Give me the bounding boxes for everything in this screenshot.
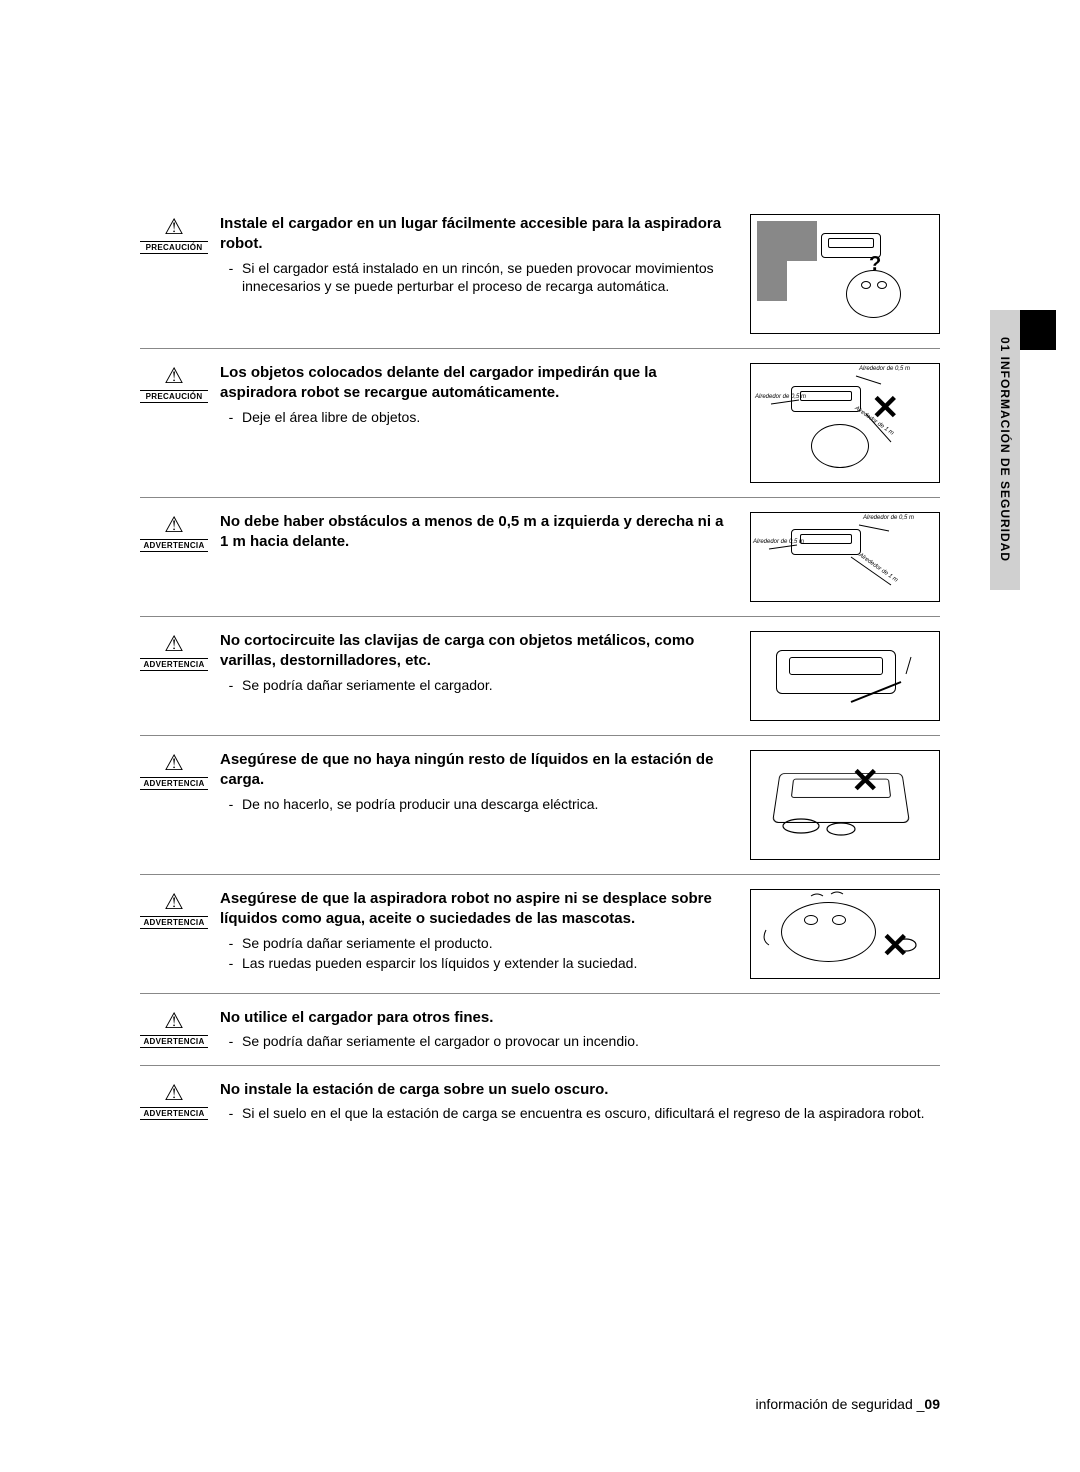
splash-icon xyxy=(751,890,939,978)
screwdriver-icon xyxy=(751,632,939,720)
illustration-short-circuit xyxy=(750,631,940,721)
warning-type-label: ADVERTENCIA xyxy=(140,539,208,552)
warning-icon-col: ⚠ PRECAUCIÓN xyxy=(140,363,208,403)
warning-type-label: PRECAUCIÓN xyxy=(140,390,208,403)
warning-title: No utilice el cargador para otros fines. xyxy=(220,1008,930,1028)
footer-text: información de seguridad _ xyxy=(756,1396,925,1412)
illustration-corner: ? xyxy=(750,214,940,334)
warning-bullet: - Se podría dañar seriamente el producto… xyxy=(220,934,728,953)
warning-bullet: - Si el cargador está instalado en un ri… xyxy=(220,259,728,297)
warning-bullet: - Si el suelo en el que la estación de c… xyxy=(220,1104,930,1123)
warning-block: ⚠ PRECAUCIÓN Instale el cargador en un l… xyxy=(140,200,940,349)
warning-triangle-icon: ⚠ xyxy=(164,1010,184,1032)
warning-block: ⚠ ADVERTENCIA No utilice el cargador par… xyxy=(140,994,940,1066)
warning-triangle-icon: ⚠ xyxy=(164,216,184,238)
warning-bullet: - Se podría dañar seriamente el cargador… xyxy=(220,1032,930,1051)
warning-bullet: - Las ruedas pueden esparcir los líquido… xyxy=(220,954,728,973)
warning-triangle-icon: ⚠ xyxy=(164,514,184,536)
question-mark-icon: ? xyxy=(869,253,881,276)
page-content: ⚠ PRECAUCIÓN Instale el cargador en un l… xyxy=(0,0,1080,1187)
warning-block: ⚠ ADVERTENCIA Asegúrese de que no haya n… xyxy=(140,736,940,875)
illustration-liquid-robot: ✕ xyxy=(750,889,940,979)
warning-triangle-icon: ⚠ xyxy=(164,633,184,655)
warning-type-label: PRECAUCIÓN xyxy=(140,241,208,254)
warning-text: No utilice el cargador para otros fines.… xyxy=(220,1008,940,1051)
warning-icon-col: ⚠ PRECAUCIÓN xyxy=(140,214,208,254)
warning-block: ⚠ ADVERTENCIA No cortocircuite las clavi… xyxy=(140,617,940,736)
warning-text: No cortocircuite las clavijas de carga c… xyxy=(220,631,738,694)
warning-icon-col: ⚠ ADVERTENCIA xyxy=(140,750,208,790)
warning-type-label: ADVERTENCIA xyxy=(140,1035,208,1048)
warning-title: Asegúrese de que la aspiradora robot no … xyxy=(220,889,728,930)
arrows-icon xyxy=(751,364,939,482)
x-mark-icon: ✕ xyxy=(881,926,910,966)
liquid-icon xyxy=(771,811,921,851)
warning-title: No instale la estación de carga sobre un… xyxy=(220,1080,930,1100)
warning-bullet: - De no hacerlo, se podría producir una … xyxy=(220,795,728,814)
warning-title: Asegúrese de que no haya ningún resto de… xyxy=(220,750,728,791)
warning-text: Los objetos colocados delante del cargad… xyxy=(220,363,738,426)
warning-text: Asegúrese de que no haya ningún resto de… xyxy=(220,750,738,813)
warning-type-label: ADVERTENCIA xyxy=(140,916,208,929)
warning-bullet: - Se podría dañar seriamente el cargador… xyxy=(220,676,728,695)
illustration-liquid-station: ✕ xyxy=(750,750,940,860)
warning-text: Asegúrese de que la aspiradora robot no … xyxy=(220,889,738,973)
warning-triangle-icon: ⚠ xyxy=(164,891,184,913)
warning-icon-col: ⚠ ADVERTENCIA xyxy=(140,1008,208,1048)
warning-title: No cortocircuite las clavijas de carga c… xyxy=(220,631,728,672)
warning-icon-col: ⚠ ADVERTENCIA xyxy=(140,512,208,552)
warning-icon-col: ⚠ ADVERTENCIA xyxy=(140,889,208,929)
illustration-clearance-x: Alrededor de 0,5 m Alrededor de 0,5 m Al… xyxy=(750,363,940,483)
warning-triangle-icon: ⚠ xyxy=(164,365,184,387)
warning-triangle-icon: ⚠ xyxy=(164,1082,184,1104)
warning-text: No instale la estación de carga sobre un… xyxy=(220,1080,940,1123)
warning-block: ⚠ ADVERTENCIA No instale la estación de … xyxy=(140,1066,940,1127)
arrows-icon xyxy=(751,513,939,601)
page-footer: información de seguridad _09 xyxy=(756,1396,940,1412)
x-mark-icon: ✕ xyxy=(851,761,880,801)
warning-title: Los objetos colocados delante del cargad… xyxy=(220,363,728,404)
warning-type-label: ADVERTENCIA xyxy=(140,658,208,671)
warning-icon-col: ⚠ ADVERTENCIA xyxy=(140,631,208,671)
warning-title: No debe haber obstáculos a menos de 0,5 … xyxy=(220,512,728,553)
warning-block: ⚠ ADVERTENCIA No debe haber obstáculos a… xyxy=(140,498,940,617)
warning-title: Instale el cargador en un lugar fácilmen… xyxy=(220,214,728,255)
warning-type-label: ADVERTENCIA xyxy=(140,1107,208,1120)
x-mark-icon: ✕ xyxy=(871,388,900,428)
warning-block: ⚠ ADVERTENCIA Asegúrese de que la aspira… xyxy=(140,875,940,994)
warning-text: No debe haber obstáculos a menos de 0,5 … xyxy=(220,512,738,557)
warning-bullet: - Deje el área libre de objetos. xyxy=(220,408,728,427)
warning-block: ⚠ PRECAUCIÓN Los objetos colocados delan… xyxy=(140,349,940,498)
warning-type-label: ADVERTENCIA xyxy=(140,777,208,790)
page-number: 09 xyxy=(924,1396,940,1412)
warning-triangle-icon: ⚠ xyxy=(164,752,184,774)
warning-text: Instale el cargador en un lugar fácilmen… xyxy=(220,214,738,296)
warning-icon-col: ⚠ ADVERTENCIA xyxy=(140,1080,208,1120)
illustration-clearance: Alrededor de 0,5 m Alrededor de 0,5 m Al… xyxy=(750,512,940,602)
